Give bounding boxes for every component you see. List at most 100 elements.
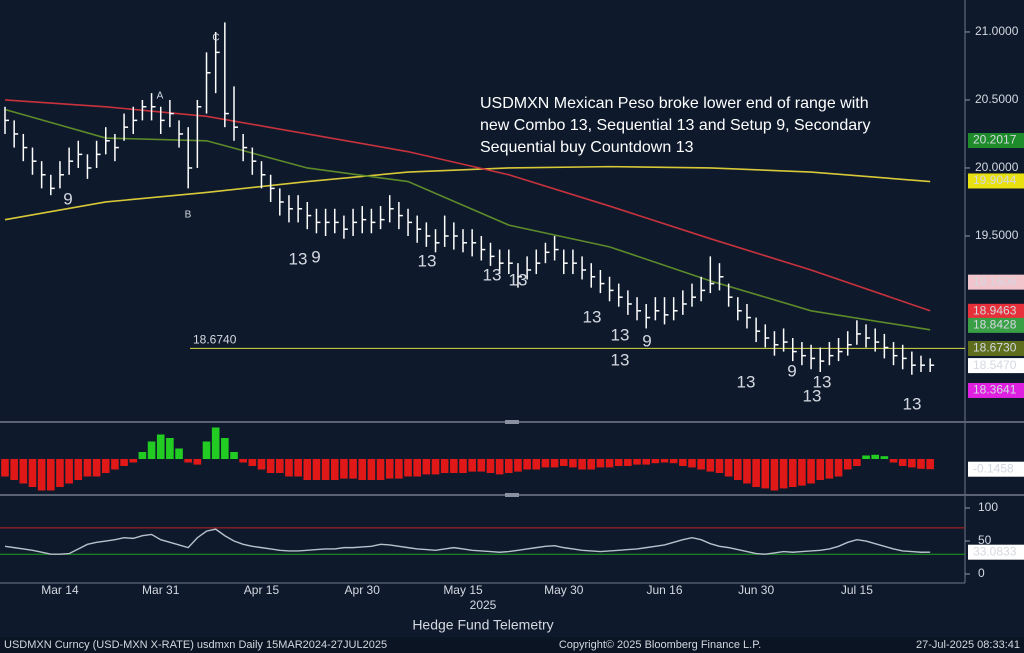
histogram-bar: [816, 459, 825, 480]
price-tag-label: 20.2017: [973, 133, 1017, 147]
histogram-bar: [853, 459, 861, 466]
td-label: A: [157, 91, 164, 102]
histogram-bar: [688, 459, 696, 468]
price-tag-label: 18.5470: [973, 358, 1017, 372]
histogram-bar: [752, 459, 760, 487]
price-tag-label: 19.1606: [973, 274, 1017, 288]
oscillator-line: [4, 528, 931, 555]
y-tick-label: 100: [978, 500, 998, 514]
td-label: 13: [483, 265, 502, 284]
price-tag: [968, 303, 1024, 319]
annotation: Sequential buy Countdown 13: [480, 139, 694, 156]
histogram-bar: [761, 459, 770, 489]
histogram-bar: [330, 459, 339, 480]
histogram-bar: [56, 459, 64, 487]
histogram-bar: [871, 454, 879, 459]
td-label: 13: [418, 251, 437, 270]
price-tag: [968, 133, 1024, 149]
histogram-bar: [184, 459, 192, 463]
histogram-bar: [257, 459, 266, 470]
security: USDMXN Curncy (USD-MXN X-RATE) usdmxn Da…: [4, 639, 387, 651]
histogram-bar: [834, 459, 843, 477]
histogram-bar: [880, 456, 889, 459]
x-tick-label: Jun 16: [647, 583, 683, 597]
td-label: 13: [813, 372, 832, 391]
histogram-bar: [340, 459, 348, 479]
histogram-bar: [230, 452, 238, 459]
moving-average: [4, 108, 931, 331]
price-tag: [968, 173, 1024, 189]
histogram-bar: [843, 459, 852, 470]
value-tag: [968, 461, 1024, 477]
histogram-bar: [193, 459, 202, 465]
y-tick-label: 20.0000: [975, 160, 1019, 174]
divider-handle: [505, 493, 519, 497]
y-tick-label: 50: [978, 533, 992, 547]
price-tag: [968, 382, 1024, 398]
histogram-bar: [276, 459, 284, 473]
histogram-bar: [349, 459, 357, 479]
histogram-bar: [788, 459, 797, 487]
histogram-bar: [28, 459, 37, 487]
x-tick-label: May 15: [443, 583, 483, 597]
x-tick-label: Mar 14: [41, 583, 79, 597]
histogram-bar: [47, 459, 55, 491]
histogram-bar: [559, 459, 568, 466]
td-label: 13: [509, 270, 528, 289]
td-label: 9: [63, 189, 72, 208]
value-tag: [968, 544, 1024, 560]
histogram-bar: [596, 459, 605, 468]
histogram-bar: [19, 459, 28, 484]
histogram-bar: [779, 459, 788, 489]
td-label: 13: [289, 249, 308, 268]
histogram-bar: [138, 452, 147, 459]
histogram-bar: [266, 459, 275, 473]
annotation: USDMXN Mexican Peso broke lower end of r…: [480, 95, 869, 112]
histogram-bar: [697, 459, 705, 470]
histogram-bar: [624, 459, 632, 466]
year-label: 2025: [470, 598, 497, 612]
histogram-bar: [651, 459, 660, 464]
x-tick-label: Apr 15: [244, 583, 280, 597]
histogram-bar: [303, 459, 312, 480]
histogram-bar: [312, 459, 321, 480]
td-label: 9: [642, 331, 651, 350]
histogram-bar: [468, 459, 476, 472]
histogram-bar: [669, 459, 678, 464]
histogram-bar: [431, 459, 440, 475]
reference-label: 18.6740: [193, 332, 237, 346]
histogram-bar: [294, 459, 302, 477]
histogram-bar: [156, 434, 165, 459]
histogram-bar: [358, 459, 367, 480]
histogram-bar: [376, 459, 385, 480]
histogram-bar: [825, 459, 834, 479]
td-label: 13: [737, 372, 756, 391]
histogram-bar: [413, 459, 421, 477]
td-label: 13: [611, 325, 630, 344]
source: Hedge Fund Telemetry: [412, 617, 553, 633]
x-tick-label: Jun 30: [738, 583, 774, 597]
moving-average: [4, 99, 931, 312]
histogram-bar: [10, 459, 18, 480]
value-tag-label: 33.0833: [973, 544, 1017, 558]
y-tick-label: 0: [978, 566, 985, 580]
histogram-bar: [926, 459, 934, 470]
timestamp: 27-Jul-2025 08:33:41: [916, 639, 1020, 651]
histogram-bar: [1, 459, 9, 477]
histogram-bar: [807, 459, 815, 484]
histogram-bar: [92, 459, 101, 477]
copyright: Copyright© 2025 Bloomberg Finance L.P.: [559, 639, 761, 651]
value-tag-label: -0.1458: [973, 461, 1014, 475]
x-tick-label: May 30: [544, 583, 584, 597]
histogram-bar: [321, 459, 330, 480]
moving-average: [4, 165, 931, 221]
histogram-bar: [395, 459, 403, 479]
histogram-bar: [147, 441, 156, 459]
histogram-bar: [605, 459, 614, 468]
histogram-bar: [459, 459, 467, 473]
histogram-bar: [898, 459, 907, 466]
histogram-bar: [660, 459, 669, 463]
td-label: B: [185, 210, 192, 221]
histogram-bar: [614, 459, 623, 466]
